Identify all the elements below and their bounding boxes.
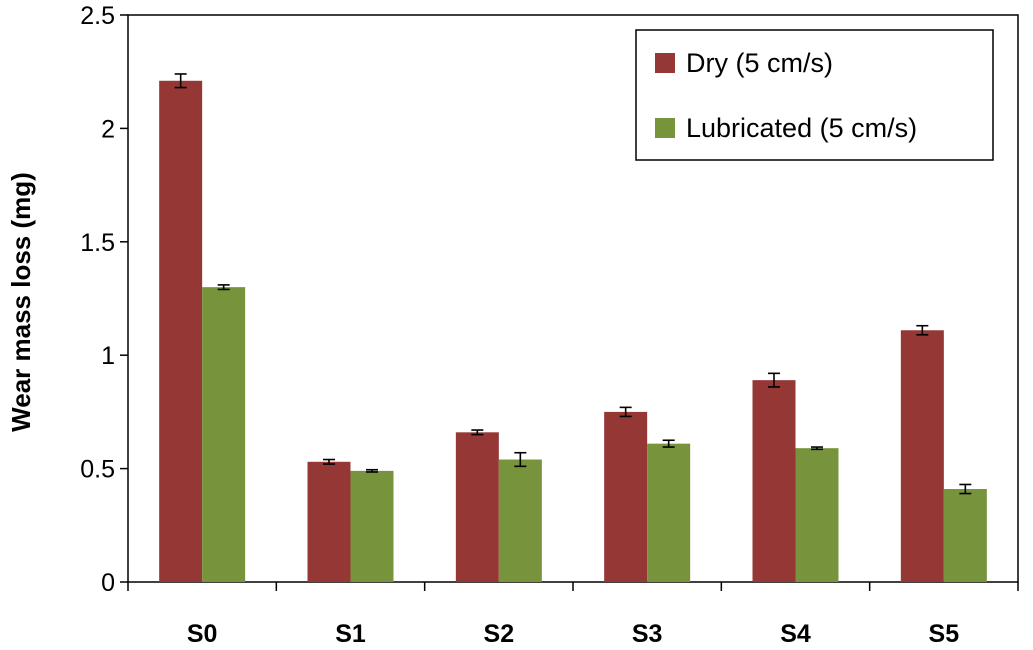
y-tick-label: 0.5 [80,456,115,484]
bar-dry [900,330,944,582]
bar-dry [752,380,796,582]
legend-swatch-dry [655,53,675,73]
x-tick-label: S1 [335,620,366,645]
y-tick-label: 2 [101,115,115,143]
legend-label-dry: Dry (5 cm/s) [686,48,833,78]
bar-lubricated [943,489,987,582]
bar-dry [455,432,499,582]
legend-label-lubricated: Lubricated (5 cm/s) [686,113,917,143]
x-tick-label: S5 [929,620,960,645]
legend-swatch-lubricated [655,118,675,138]
y-tick-label: 1 [101,342,115,370]
bar-dry [307,461,351,582]
y-tick-label: 2.5 [80,2,115,30]
x-tick-label: S2 [484,620,515,645]
bar-lubricated [647,443,691,582]
y-tick-label: 1.5 [80,229,115,257]
bar-dry [159,80,203,582]
y-tick-label: 0 [101,569,115,597]
bar-lubricated [202,287,246,582]
y-axis-label: Wear mass loss (mg) [6,172,36,432]
bar-lubricated [350,470,394,582]
x-tick-label: S3 [632,620,663,645]
plot-area: 0 0.5 1 1.5 2 2.5 S0 S1 S2 S3 S4 S5 [80,2,1019,648]
bar-dry [604,411,648,582]
legend-box [635,29,994,161]
x-tick-label: S0 [187,620,218,645]
x-tick-label: S4 [780,620,811,645]
bar-lubricated [498,459,542,582]
bar-lubricated [795,448,839,582]
legend: Dry (5 cm/s) Lubricated (5 cm/s) [635,29,994,161]
